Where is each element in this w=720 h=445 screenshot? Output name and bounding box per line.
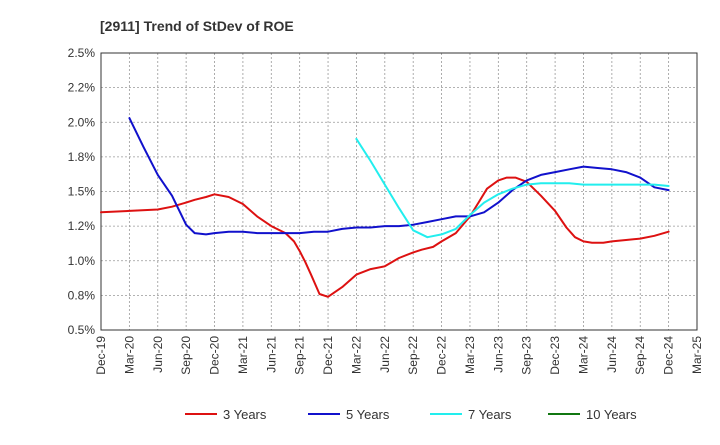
x-tick-label: Dec-23 [548,336,562,375]
legend-label: 10 Years [586,407,637,422]
x-tick-label: Sep-23 [520,336,534,375]
chart-title: [2911] Trend of StDev of ROE [100,18,294,34]
x-tick-label: Sep-20 [179,336,193,375]
x-tick-label: Sep-21 [293,336,307,375]
y-tick-label: 1.2% [68,219,96,233]
x-tick-label: Mar-21 [236,336,250,374]
legend-label: 7 Years [468,407,512,422]
legend-label: 5 Years [346,407,390,422]
series-lines [100,117,670,298]
x-tick-label: Dec-24 [662,336,676,375]
x-tick-label: Sep-22 [406,336,420,375]
x-tick-label: Jun-22 [378,336,392,373]
plot-area-border [100,52,698,331]
x-tick-label: Mar-23 [463,336,477,374]
x-tick-label: Dec-21 [321,336,335,375]
grid-lines [100,52,698,331]
y-tick-label: 2.2% [68,81,96,95]
x-tick-label: Sep-24 [633,336,647,375]
axes: 0.5% 0.8% 1.0% 1.2% 1.5% 1.8% 2.0% 2.2% 2.5% Dec-… [68,46,704,375]
x-tick-label: Dec-19 [94,336,108,375]
y-tick-label: 0.8% [68,288,96,302]
x-tick-label: Jun-24 [605,336,619,373]
x-tick-label: Mar-25 [690,336,704,374]
y-tick-label: 2.0% [68,115,96,129]
y-tick-label: 0.5% [68,323,96,337]
x-tick-label: Jun-20 [151,336,165,373]
x-tick-label: Jun-23 [491,336,505,373]
legend-label: 3 Years [223,407,267,422]
x-tick-label: Dec-20 [208,336,222,375]
y-tick-label: 2.5% [68,46,96,60]
series-line-3-years [100,176,670,298]
x-tick-label: Mar-22 [349,336,363,374]
x-tick-label: Mar-20 [122,336,136,374]
y-tick-label: 1.5% [68,185,96,199]
legend: 3 Years 5 Years 7 Years 10 Years [185,407,637,422]
series-line-5-years [128,117,670,236]
y-tick-label: 1.8% [68,150,96,164]
x-tick-label: Mar-24 [576,336,590,374]
x-tick-label: Jun-21 [264,336,278,373]
series-line-7-years [355,137,670,239]
y-tick-label: 1.0% [68,254,96,268]
x-tick-label: Dec-22 [435,336,449,375]
